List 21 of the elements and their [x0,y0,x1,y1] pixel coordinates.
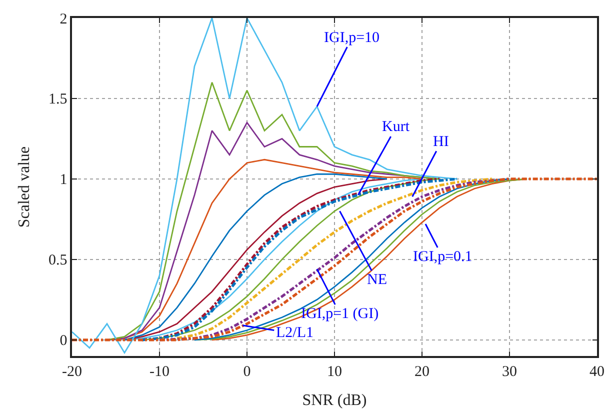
x-tick-label: 40 [590,364,604,380]
annotation: IGI,p=1 (GI) [301,306,379,322]
y-axis-title: Scaled value [16,146,33,228]
x-tick-label: 10 [327,364,342,380]
y-tick-label: 0 [60,333,68,350]
y-tick-label: 1 [60,172,68,188]
annotation: Kurt [382,119,410,135]
y-tick-label: 1.5 [48,92,68,108]
x-axis-title: SNR (dB) [302,392,367,409]
y-tick-label: 0.5 [48,252,68,269]
annotation: L2/L1 [276,325,314,341]
y-tick-label: 2 [60,11,68,28]
annotation: NE [367,272,387,288]
x-tick-label: 20 [414,364,430,380]
annotation: IGI,p=10 [324,30,380,46]
x-tick-label: 30 [502,364,517,380]
x-tick-label: 0 [243,364,251,380]
annotation: IGI,p=0.1 [413,249,472,265]
x-tick-label: -20 [62,364,82,380]
x-tick-label: -10 [150,364,170,380]
annotation: HI [433,134,449,150]
